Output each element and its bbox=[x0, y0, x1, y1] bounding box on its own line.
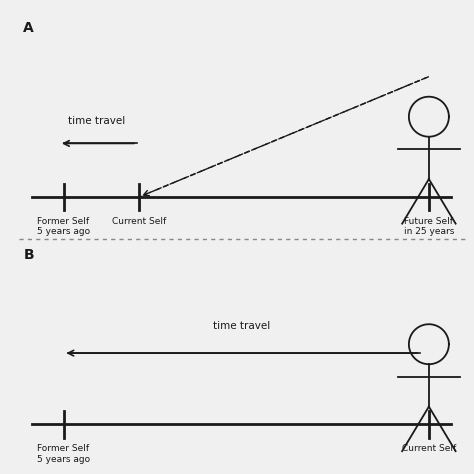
Text: time travel: time travel bbox=[68, 116, 126, 126]
Text: time travel: time travel bbox=[213, 321, 270, 331]
Text: A: A bbox=[23, 21, 34, 35]
Text: Former Self
5 years ago: Former Self 5 years ago bbox=[37, 217, 90, 237]
Text: Future Self
in 25 years: Future Self in 25 years bbox=[404, 217, 454, 237]
Text: Former Self
5 years ago: Former Self 5 years ago bbox=[37, 445, 90, 464]
Text: Current Self: Current Self bbox=[402, 445, 456, 454]
Text: B: B bbox=[23, 248, 34, 263]
Text: Current Self: Current Self bbox=[112, 217, 166, 226]
